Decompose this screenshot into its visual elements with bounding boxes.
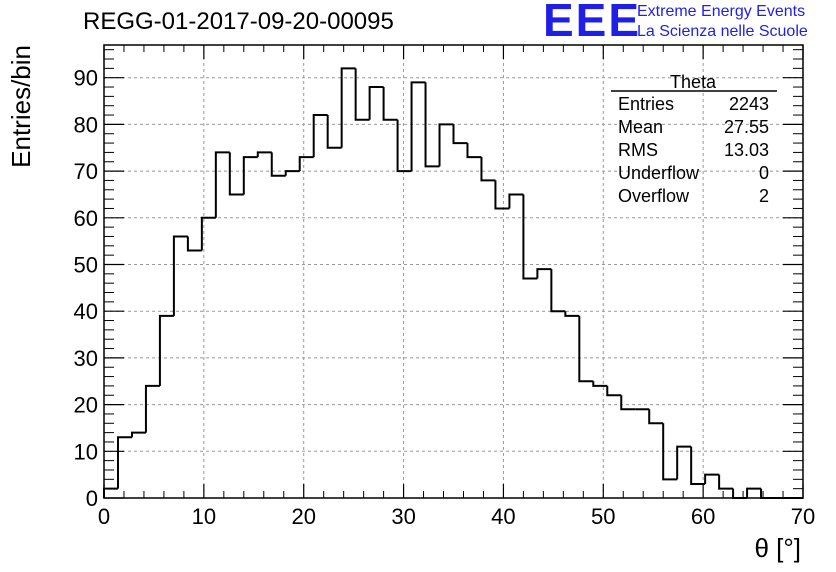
histogram-bin bbox=[592, 381, 608, 387]
histogram-bin bbox=[340, 67, 356, 148]
y-tick-label: 60 bbox=[74, 206, 98, 231]
y-tick-label: 90 bbox=[74, 66, 98, 91]
eee-logo: EEE bbox=[543, 0, 642, 46]
histogram-bin bbox=[228, 152, 244, 196]
histogram-bin bbox=[494, 180, 510, 210]
histogram-layer bbox=[103, 67, 803, 499]
histogram-bin bbox=[396, 119, 412, 173]
stats-title: Theta bbox=[670, 72, 717, 92]
histogram-bin bbox=[382, 87, 398, 121]
histogram-bin bbox=[732, 488, 748, 499]
x-tick-label: 30 bbox=[391, 504, 415, 529]
y-tick-label: 10 bbox=[74, 439, 98, 464]
y-tick-label: 20 bbox=[74, 393, 98, 418]
stats-underflow-value: 0 bbox=[759, 163, 769, 183]
grid-layer bbox=[104, 45, 803, 498]
stats-underflow-label: Underflow bbox=[618, 163, 700, 183]
x-tick-label: 70 bbox=[791, 504, 815, 529]
stats-mean-value: 27.55 bbox=[724, 117, 769, 137]
stats-entries-label: Entries bbox=[618, 94, 674, 114]
stats-entries-value: 2243 bbox=[729, 94, 769, 114]
histogram-bin bbox=[746, 487, 762, 498]
histogram-bin bbox=[186, 236, 202, 252]
y-tick-label: 0 bbox=[86, 486, 98, 511]
histogram-bin bbox=[480, 157, 496, 182]
y-tick-label: 50 bbox=[74, 252, 98, 277]
y-tick-label: 30 bbox=[74, 346, 98, 371]
stats-box: Theta Entries 2243 Mean 27.55 RMS 13.03 … bbox=[611, 72, 777, 206]
histogram-bin bbox=[144, 384, 160, 433]
histogram-bin bbox=[662, 423, 678, 481]
histogram-bin bbox=[606, 385, 622, 397]
stats-rms-label: RMS bbox=[618, 140, 658, 160]
histogram-bin bbox=[130, 431, 146, 438]
stats-mean-label: Mean bbox=[618, 117, 663, 137]
histogram-bin bbox=[620, 395, 636, 411]
histogram-bin bbox=[284, 170, 300, 176]
x-tick-label: 60 bbox=[691, 504, 715, 529]
histogram-bin bbox=[242, 156, 258, 195]
histogram-bin bbox=[704, 473, 720, 484]
histogram-bin bbox=[214, 151, 230, 218]
histogram-bin bbox=[648, 409, 664, 425]
y-tick-label: 70 bbox=[74, 159, 98, 184]
histogram-bin bbox=[116, 436, 132, 489]
histogram-bin bbox=[103, 487, 118, 498]
histogram-bin bbox=[312, 114, 328, 158]
eee-logo-line1: Extreme Energy Events bbox=[637, 3, 806, 20]
histogram-bin bbox=[718, 474, 734, 490]
histogram-bin bbox=[172, 235, 188, 316]
histogram-bin bbox=[438, 123, 454, 167]
run-title: REGG-01-2017-09-20-00095 bbox=[83, 8, 394, 35]
tick-layer bbox=[103, 45, 804, 499]
x-axis-title: θ [°] bbox=[754, 533, 801, 563]
histogram-bin bbox=[550, 269, 566, 313]
y-tick-label: 40 bbox=[74, 299, 98, 324]
histogram-bin bbox=[410, 81, 426, 172]
histogram-bin bbox=[326, 115, 342, 149]
histogram-bin bbox=[298, 156, 314, 172]
y-tick-label: 80 bbox=[74, 112, 98, 137]
x-tick-label: 40 bbox=[491, 504, 515, 529]
histogram-bin bbox=[452, 124, 468, 145]
plot-frame bbox=[103, 44, 804, 499]
histogram-bin bbox=[508, 193, 524, 209]
stats-overflow-value: 2 bbox=[759, 186, 769, 206]
histogram-bin bbox=[536, 268, 552, 279]
histogram-bin bbox=[578, 315, 594, 383]
histogram-bin bbox=[564, 311, 580, 317]
y-axis-title: Entries/bin bbox=[6, 45, 36, 168]
histogram-bin bbox=[158, 314, 174, 386]
histogram-bin bbox=[368, 86, 384, 120]
x-tick-label: 10 bbox=[192, 504, 216, 529]
stats-overflow-label: Overflow bbox=[618, 186, 690, 206]
x-tick-label: 20 bbox=[291, 504, 315, 529]
histogram-bin bbox=[354, 68, 370, 121]
histogram-bin bbox=[200, 216, 216, 251]
histogram-bin bbox=[676, 445, 692, 480]
histogram-bin bbox=[522, 194, 538, 280]
histogram-bin bbox=[466, 143, 482, 159]
x-tick-label: 50 bbox=[591, 504, 615, 529]
histogram-bin bbox=[270, 152, 286, 177]
histogram-bin bbox=[424, 82, 440, 168]
histogram-bin bbox=[256, 151, 272, 158]
stats-rms-value: 13.03 bbox=[724, 140, 769, 160]
histogram-bin bbox=[690, 446, 706, 485]
eee-logo-line2: La Scienza nelle Scuole bbox=[637, 23, 808, 40]
x-tick-label: 0 bbox=[98, 504, 110, 529]
